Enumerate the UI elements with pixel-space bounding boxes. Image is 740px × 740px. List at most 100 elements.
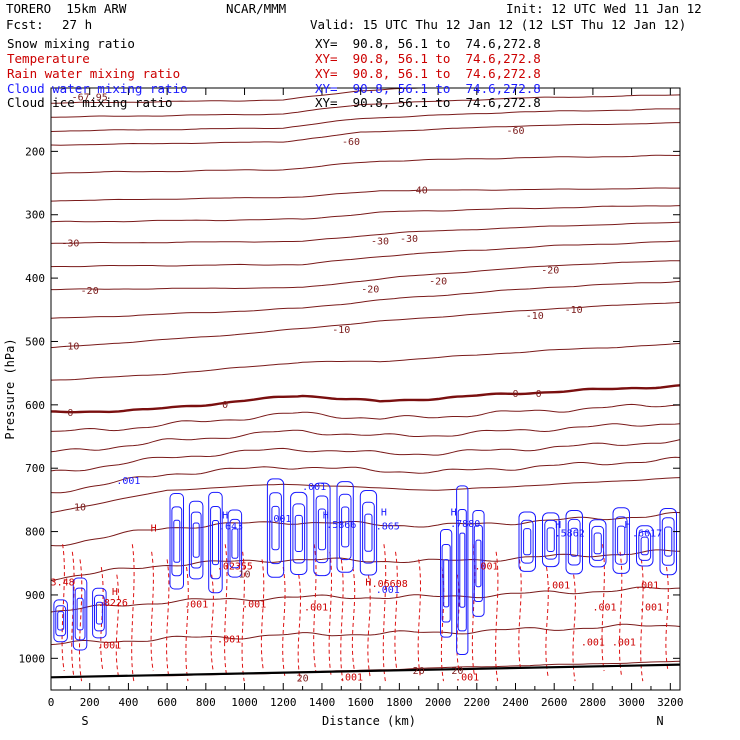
fcst-label: Fcst:: [6, 17, 44, 32]
isotherm-minor-line: [51, 280, 680, 319]
cloud-water-contour: [518, 511, 536, 572]
rain-water-contour: [665, 566, 669, 672]
contour-label: 0: [222, 400, 228, 411]
isotherm-line: [51, 477, 680, 514]
x-tick-label: 200: [80, 696, 100, 709]
x-tick-label: 2600: [541, 696, 568, 709]
cloud-water-contour: [92, 587, 107, 639]
cloud-water-contour: [457, 509, 467, 632]
plot-frame: [50, 87, 681, 691]
contour-label: -30: [61, 238, 79, 249]
center-label: NCAR/MMM: [226, 1, 287, 16]
legend-cloudwater-name: Cloud water mixing ratio: [7, 81, 188, 96]
cloud-water-contour: [336, 481, 354, 573]
rain-water-contour: [115, 574, 120, 677]
cloud-water-contour: [570, 527, 579, 557]
cloud-water-contour: [171, 506, 183, 577]
cloud-water-contour: [169, 493, 184, 590]
contour-label: H: [381, 508, 387, 519]
cloud-water-contour: [612, 507, 630, 574]
contour-label: .06608: [372, 579, 408, 590]
cloud-water-contour: [231, 528, 239, 559]
contour-label: .001: [116, 476, 140, 487]
y-tick-label: 500: [25, 335, 45, 348]
rain-water-contour: [640, 559, 644, 682]
isotherm-minor-line: [51, 549, 680, 582]
contour-label: H: [451, 508, 457, 519]
contour-label: 0: [67, 408, 73, 419]
contour-label: -10: [61, 342, 79, 353]
x-tick-label: 0: [48, 696, 55, 709]
cloud-water-contour: [544, 519, 558, 560]
legend-snow-coords: XY= 90.8, 56.1 to 74.6,272.8: [315, 36, 541, 51]
cloud-water-contour: [313, 482, 331, 577]
contour-label: -20: [429, 276, 447, 287]
cloud-water-contour: [636, 525, 654, 567]
cloud-water-contour: [74, 587, 86, 641]
contour-label: .643: [219, 522, 243, 533]
y-tick-label: 700: [25, 462, 45, 475]
contour-label: .001: [635, 580, 659, 591]
contour-label: H: [112, 587, 118, 598]
cloud-water-contour: [212, 520, 219, 566]
cloud-water-contour: [210, 506, 221, 580]
isotherm-minor-line: [51, 108, 680, 132]
x-tick-label: 1400: [309, 696, 336, 709]
y-tick-label: 200: [25, 145, 45, 158]
cloud-water-contour: [591, 525, 605, 561]
rain-water-contour: [313, 544, 317, 672]
cloud-water-contour: [72, 577, 88, 651]
legend-temperature-name: Temperature: [7, 51, 90, 66]
cloud-water-contour: [95, 601, 103, 625]
cloud-water-contour: [638, 531, 652, 561]
isotherm-minor-line: [51, 511, 680, 547]
contour-label: H: [555, 520, 561, 531]
contour-label: H: [222, 511, 228, 522]
rain-water-contour: [210, 574, 214, 672]
isotherm-minor-line: [51, 205, 680, 223]
contour-label: -60: [342, 137, 360, 148]
isotherm-line: [51, 187, 680, 202]
cloud-water-contour: [523, 528, 532, 556]
cloud-water-contour: [271, 505, 280, 551]
cloud-water-contour: [208, 491, 223, 594]
cloud-water-contour: [55, 605, 67, 637]
rain-water-contour: [518, 559, 522, 672]
contour-label: .865: [376, 522, 400, 533]
x-tick-label: 600: [157, 696, 177, 709]
legend-rain-name: Rain water mixing ratio: [7, 66, 181, 81]
x-tick-label: 400: [118, 696, 138, 709]
cloud-water-contour: [617, 525, 626, 556]
cloud-water-contour: [227, 509, 243, 578]
contour-label: .8226: [98, 598, 128, 609]
y-tick-label: 300: [25, 209, 45, 222]
north-end-label: N: [656, 714, 663, 728]
contour-label: -20: [541, 266, 559, 277]
cloud-water-contour: [441, 544, 451, 623]
cloud-water-contour: [57, 611, 65, 631]
contour-label: -10: [565, 305, 583, 316]
rain-water-contour: [61, 544, 65, 672]
cloud-water-contour: [443, 559, 450, 608]
contour-label: H: [365, 577, 371, 588]
contour-label: .001: [304, 603, 328, 614]
contour-label: .001: [184, 600, 208, 611]
contour-label: .02355: [217, 561, 253, 572]
contour-label: .001: [639, 603, 663, 614]
legend-cloudice-name: Cloud ice mixing ratio: [7, 95, 173, 110]
rain-water-contour: [572, 574, 576, 682]
cloud-water-contour: [546, 527, 555, 553]
rain-water-contour: [471, 544, 476, 677]
south-end-label: S: [81, 714, 88, 728]
contour-label: .5866: [326, 520, 356, 531]
cloud-water-contour: [472, 510, 485, 617]
y-tick-label: 600: [25, 399, 45, 412]
contour-label: .001: [455, 672, 479, 683]
rain-water-contour: [601, 544, 605, 672]
contour-label: 0: [536, 389, 542, 400]
contour-label: -60: [506, 126, 524, 137]
isotherm-line: [51, 301, 680, 349]
contour-label: 20: [451, 666, 463, 677]
cloud-water-contour: [475, 539, 482, 588]
x-tick-label: 1600: [347, 696, 374, 709]
